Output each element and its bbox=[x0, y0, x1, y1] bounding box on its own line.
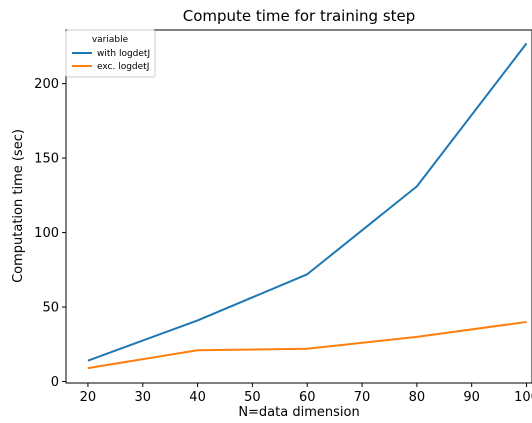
legend-label-2: exc. logdetJ bbox=[97, 62, 149, 72]
legend-title: variable bbox=[92, 35, 129, 45]
plot-area bbox=[65, 29, 532, 384]
chart-title: Compute time for training step bbox=[183, 7, 416, 25]
x-tick-label: 80 bbox=[409, 390, 426, 405]
series-line-1 bbox=[87, 42, 528, 362]
x-tick-label: 40 bbox=[189, 390, 206, 405]
y-tick-label: 200 bbox=[34, 77, 59, 92]
legend-label-1: with logdetJ bbox=[97, 49, 150, 59]
x-tick-label: 100 bbox=[514, 390, 532, 405]
legend: variable with logdetJ exc. logdetJ bbox=[65, 29, 156, 78]
y-tick-label: 100 bbox=[34, 226, 59, 241]
y-axis-label: Computation time (sec) bbox=[11, 129, 26, 283]
x-tick-label: 90 bbox=[463, 390, 480, 405]
x-tick-label: 60 bbox=[299, 390, 316, 405]
x-tick-label: 70 bbox=[354, 390, 371, 405]
x-tick-label: 50 bbox=[244, 390, 261, 405]
x-tick-label: 20 bbox=[80, 390, 97, 405]
x-axis: 20 30 40 50 60 70 80 90 100 bbox=[80, 383, 532, 405]
x-axis-label: N=data dimension bbox=[238, 405, 359, 420]
y-axis: 0 50 100 150 200 bbox=[34, 77, 66, 390]
series-line-2 bbox=[87, 320, 527, 370]
y-tick-label: 50 bbox=[42, 301, 59, 316]
plot-frame bbox=[65, 29, 532, 384]
y-tick-label: 150 bbox=[34, 152, 59, 167]
series-layer bbox=[87, 42, 528, 370]
y-tick-label: 0 bbox=[51, 375, 59, 390]
x-tick-label: 30 bbox=[134, 390, 151, 405]
